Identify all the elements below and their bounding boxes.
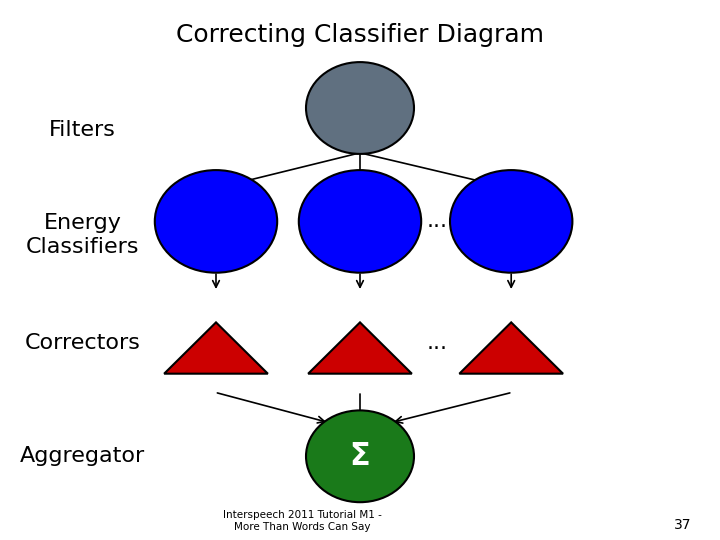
Text: 37: 37 [674,518,691,532]
Ellipse shape [306,62,414,154]
Text: Correctors: Correctors [25,333,140,353]
Ellipse shape [155,170,277,273]
Text: ...: ... [426,333,448,353]
Ellipse shape [450,170,572,273]
Polygon shape [308,322,412,374]
Text: Σ: Σ [350,442,370,471]
Text: Energy
Classifiers: Energy Classifiers [26,213,140,256]
Ellipse shape [299,170,421,273]
Text: Interspeech 2011 Tutorial M1 -
More Than Words Can Say: Interspeech 2011 Tutorial M1 - More Than… [223,510,382,532]
Polygon shape [459,322,563,374]
Ellipse shape [306,410,414,502]
Polygon shape [164,322,268,374]
Text: Aggregator: Aggregator [20,446,145,467]
Text: ...: ... [426,211,448,232]
Text: Filters: Filters [50,119,116,140]
Text: Correcting Classifier Diagram: Correcting Classifier Diagram [176,23,544,47]
